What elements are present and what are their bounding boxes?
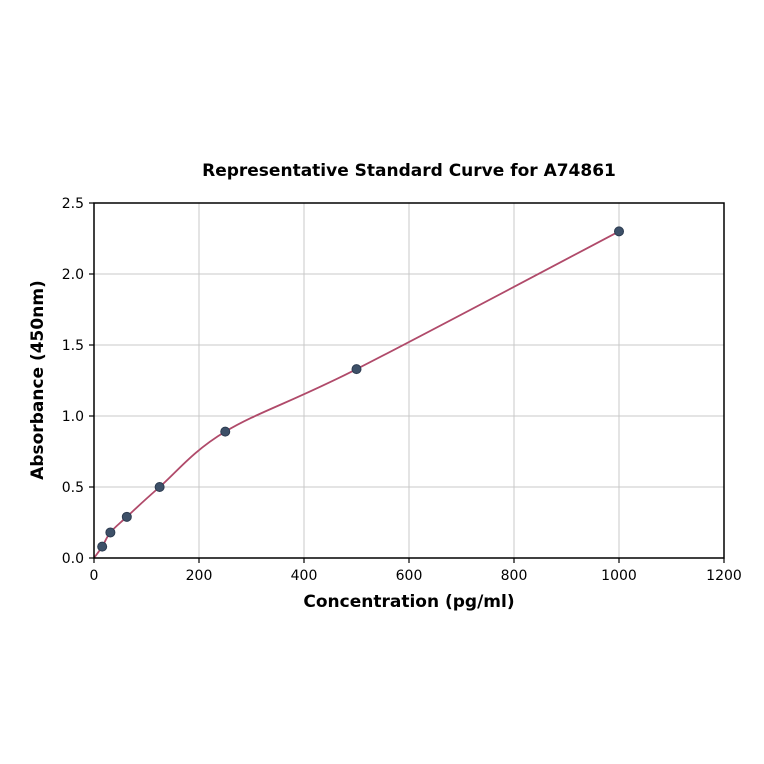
plot-border [93,202,725,559]
x-tick-label: 1200 [706,568,742,584]
y-tick-label: 1.5 [62,338,84,354]
standard-curve-line [93,230,620,559]
x-tick-label: 200 [186,568,213,584]
data-point [97,541,108,552]
x-tick-label: 0 [90,568,99,584]
data-point [614,226,624,237]
y-tick-label: 2.5 [62,196,84,212]
x-tick-label: 1000 [601,568,637,584]
chart-title: Representative Standard Curve for A74861 [202,161,616,181]
data-point [121,511,132,522]
data-point [154,482,165,492]
data-point [220,426,231,437]
x-tick-label: 800 [501,568,528,584]
data-point [105,527,116,538]
x-tick-label: 600 [396,568,423,584]
data-point [351,364,362,375]
y-tick-label: 1.0 [62,409,84,425]
y-tick-label: 0.5 [62,480,84,496]
x-tick-label: 400 [291,568,318,584]
y-tick-label: 2.0 [62,267,84,283]
x-axis-label: Concentration (pg/ml) [303,592,515,612]
y-tick-label: 0.0 [62,551,84,567]
